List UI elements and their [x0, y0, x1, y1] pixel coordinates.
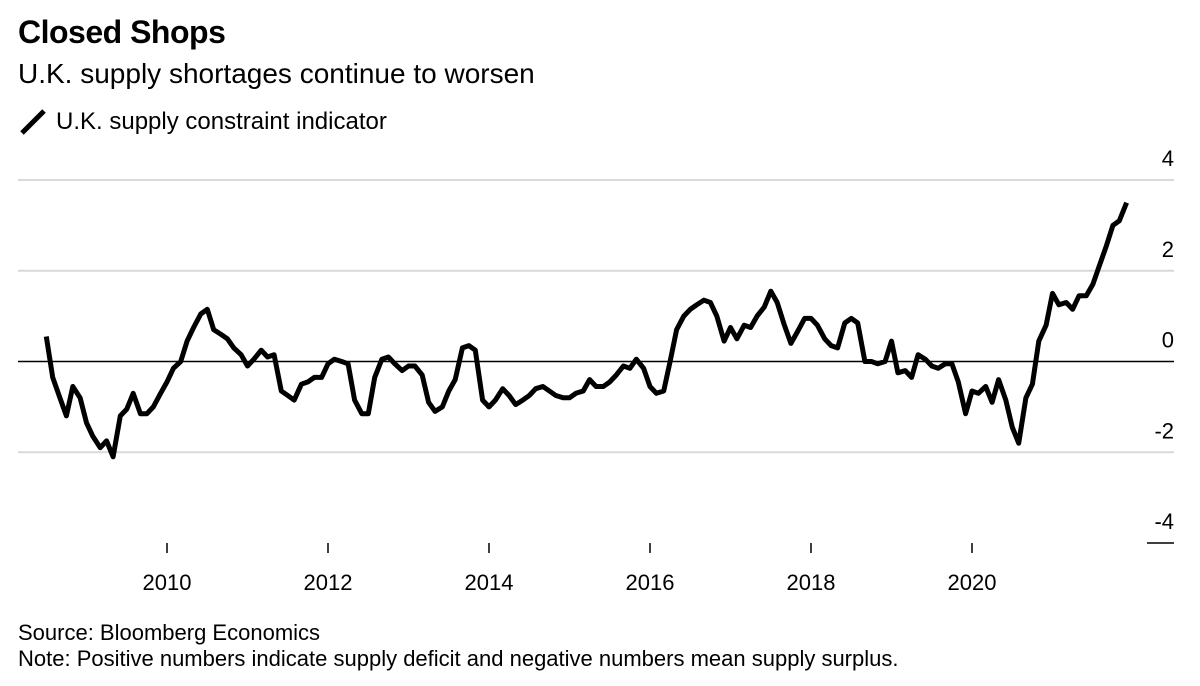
x-tick-label: 2016: [626, 570, 675, 595]
x-tick-label: 2014: [465, 570, 514, 595]
x-tick-label: 2020: [948, 570, 997, 595]
x-tick-label: 2018: [787, 570, 836, 595]
y-tick-label: 0: [1162, 328, 1174, 353]
x-tick-label: 2010: [143, 570, 192, 595]
footnote: Note: Positive numbers indicate supply d…: [18, 646, 899, 671]
y-tick-label: -2: [1154, 418, 1174, 443]
source-note: Source: Bloomberg Economics: [18, 620, 321, 645]
y-tick-label: -4: [1154, 509, 1174, 534]
legend-label: U.K. supply constraint indicator: [56, 108, 387, 135]
chart-footer: Source: Bloomberg Economics Note: Positi…: [18, 620, 898, 672]
legend: U.K. supply constraint indicator: [18, 106, 387, 138]
y-tick-label: 4: [1162, 146, 1174, 171]
x-tick-label: 2012: [304, 570, 353, 595]
diagonal-line-icon: [20, 109, 46, 135]
y-tick-label: 2: [1162, 237, 1174, 262]
chart-subtitle: U.K. supply shortages continue to worsen: [18, 58, 535, 89]
series-line: [43, 201, 1129, 460]
chart-title: Closed Shops: [18, 14, 226, 50]
